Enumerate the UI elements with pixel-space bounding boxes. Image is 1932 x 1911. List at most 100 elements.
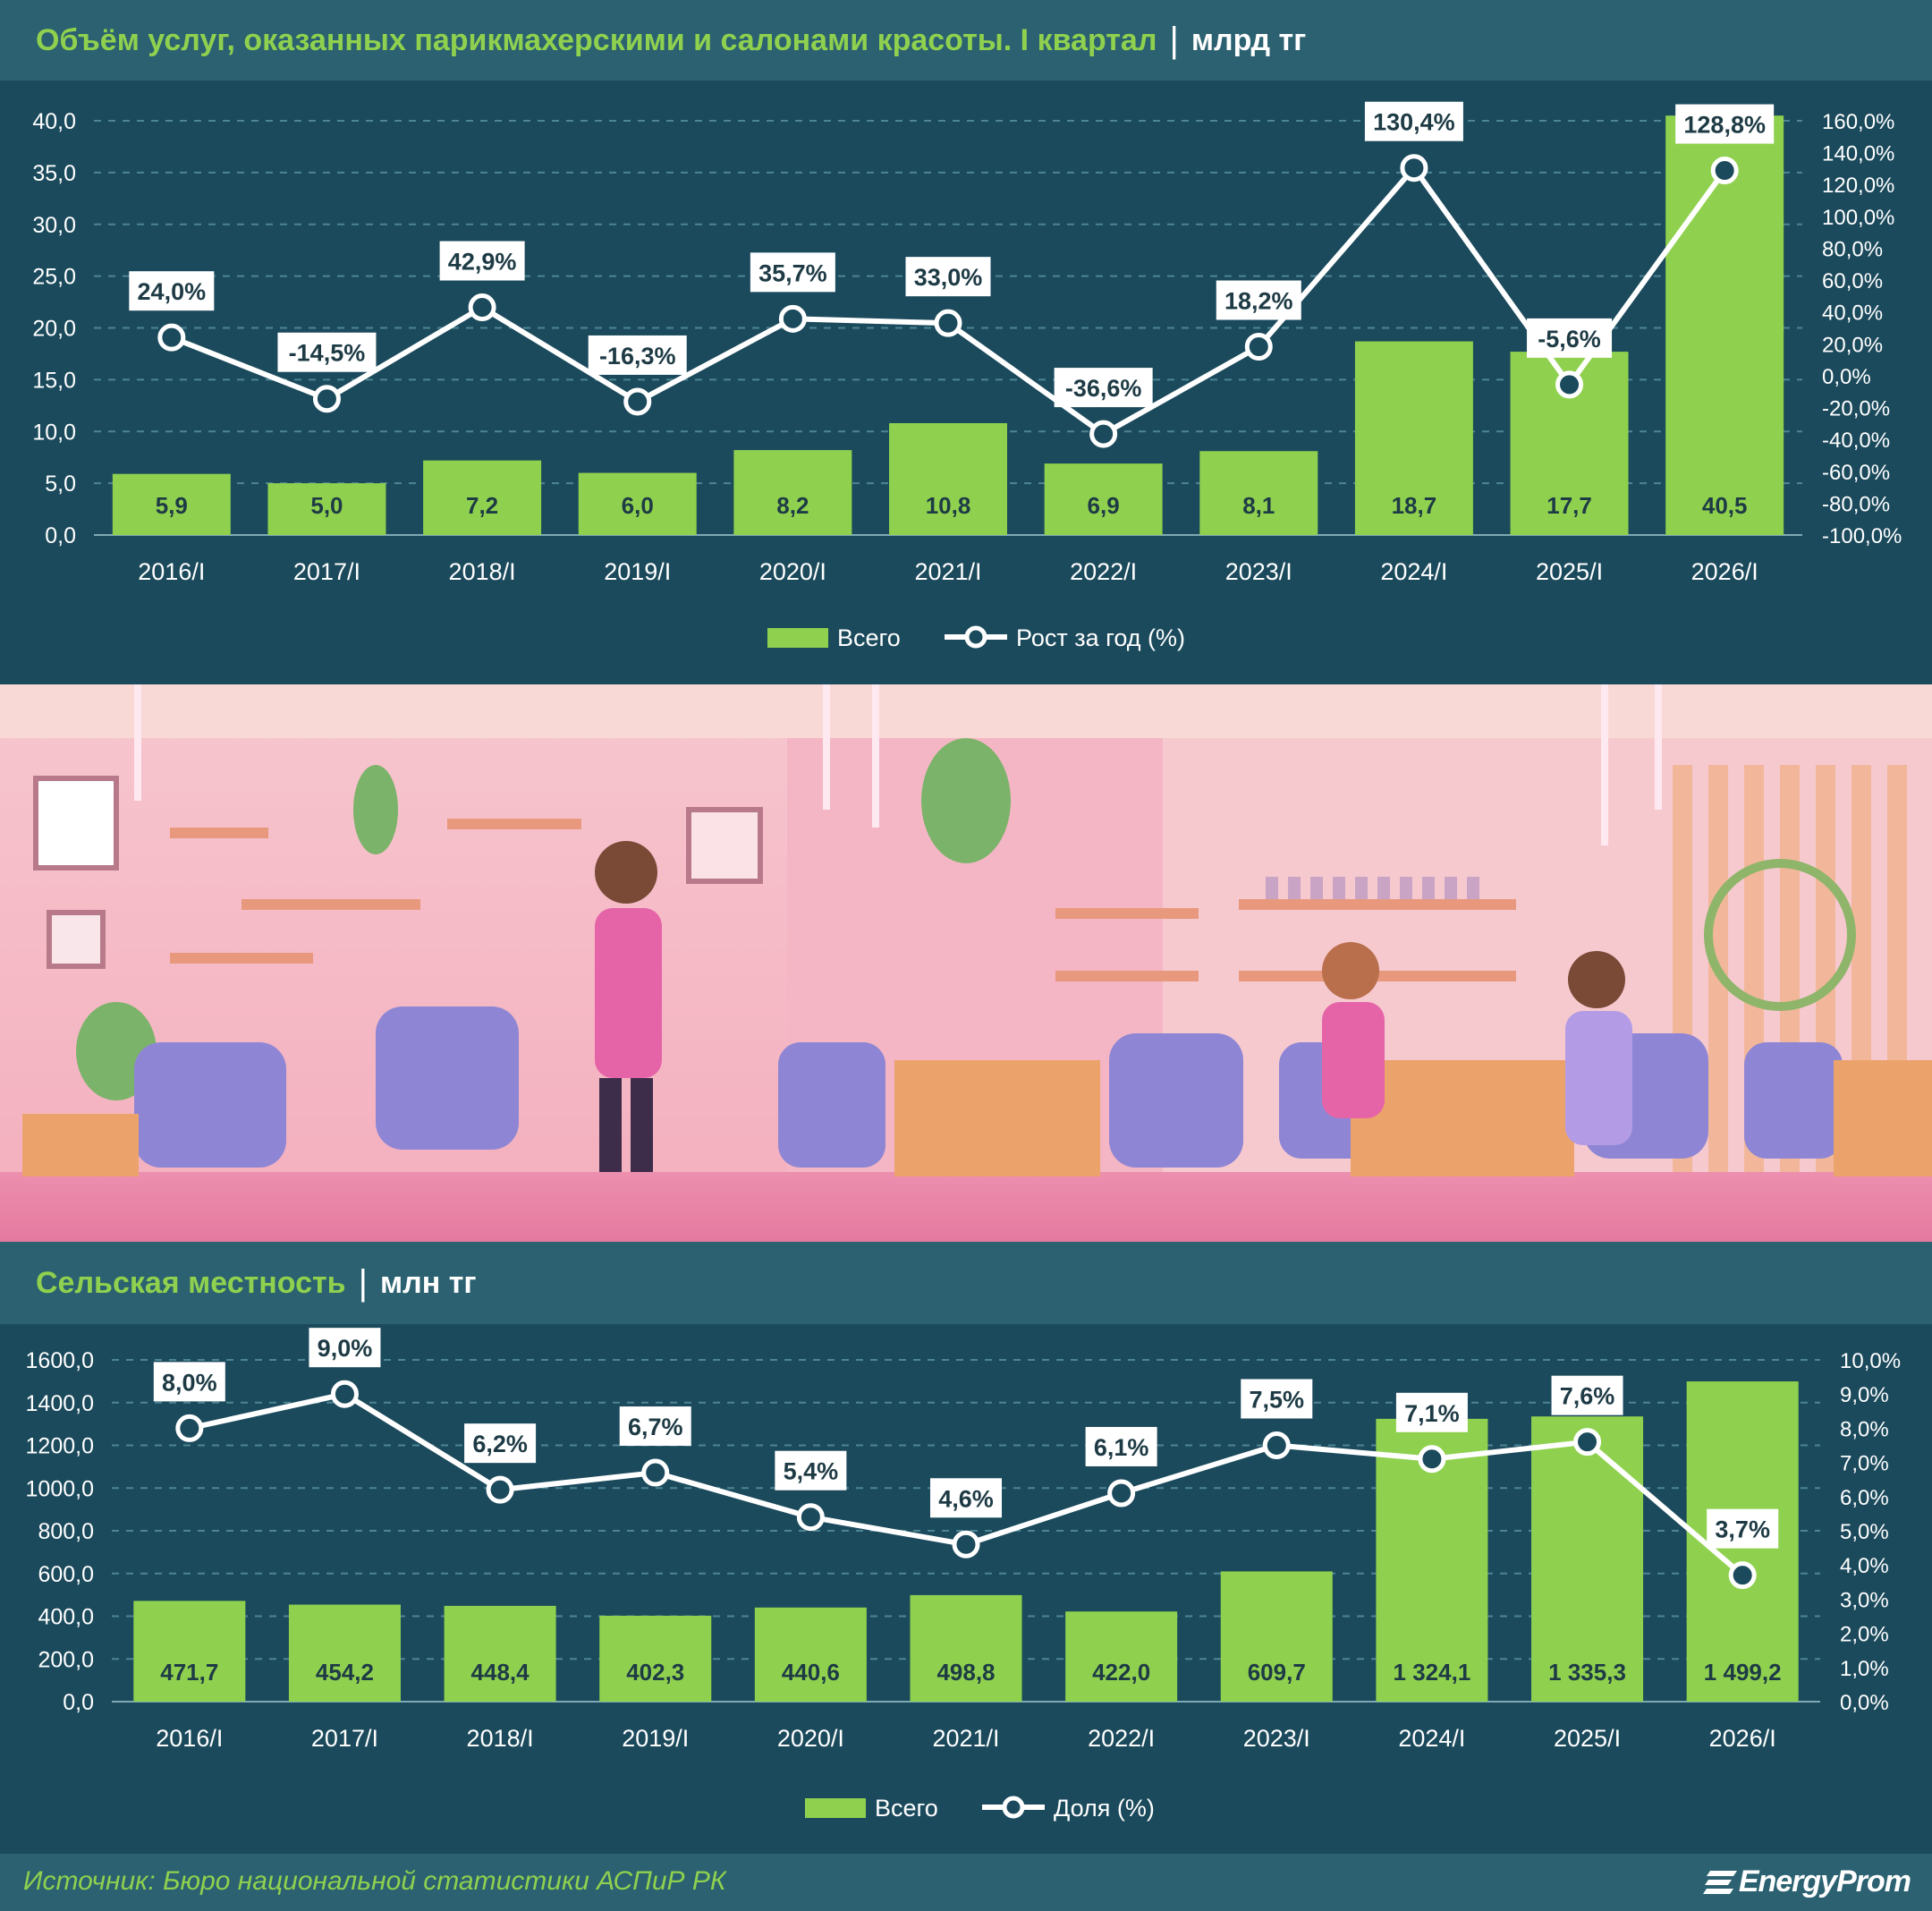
line-value-label: 33,0% [914,264,983,291]
energyprom-logo-icon [1702,1870,1737,1894]
legend-bar-label: Всего [875,1795,938,1822]
bar-value-label: 6,0 [622,492,654,519]
bar-value-label: 1 324,1 [1394,1659,1471,1686]
x-tick-label: 2017/I [311,1725,378,1752]
title-separator: | [358,1262,368,1303]
line-label-box [588,335,687,375]
x-tick-label: 2018/I [467,1725,534,1752]
x-tick-label: 2016/I [138,558,205,585]
line-value-label: 6,1% [1094,1434,1149,1461]
y-tick-left: 1600,0 [26,1348,94,1373]
x-tick-label: 2021/I [914,558,981,585]
x-tick-label: 2024/I [1380,558,1447,585]
y-tick-right: 60,0% [1822,269,1883,293]
legend-line-marker [964,625,987,649]
line-label-box [1085,1426,1157,1466]
bar [1665,115,1784,535]
line-value-label: 42,9% [448,249,517,276]
y-tick-left: 1200,0 [26,1434,94,1459]
y-tick-left: 600,0 [38,1562,94,1587]
wall-frames [33,776,763,969]
line-point [1262,1431,1291,1459]
y-tick-right: 7,0% [1840,1452,1889,1476]
y-tick-right: -60,0% [1822,461,1890,485]
line-label-box [1054,368,1153,408]
y-tick-left: 0,0 [45,523,76,548]
line-value-label: 4,6% [938,1485,994,1512]
bar [1531,1416,1644,1702]
chart1-header: Объём услуг, оказанных парикмахерскими и… [0,0,1932,81]
line-point [468,293,496,322]
line-point [623,387,652,416]
y-tick-left: 1000,0 [26,1476,94,1501]
chart2-title: Сельская местность [36,1265,346,1300]
line-label-box [129,271,215,311]
y-tick-right: 140,0% [1822,142,1894,166]
chart1-unit: млрд тг [1191,22,1307,57]
line-point [1710,157,1739,185]
line-label-box [1241,1379,1313,1419]
y-tick-left: 800,0 [38,1519,94,1544]
bar [889,422,1007,535]
line-label-box [750,252,835,293]
bar-value-label: 498,8 [936,1659,995,1686]
y-tick-right: 0,0% [1840,1691,1889,1715]
bar [423,460,542,535]
shelves [170,819,1516,981]
x-tick-label: 2023/I [1243,1725,1310,1752]
line-series [170,165,1727,437]
bar-value-label: 18,7 [1392,492,1437,519]
line-label-box [1216,280,1301,320]
line-value-label: -16,3% [599,343,676,369]
bar-value-label: 454,2 [316,1659,374,1686]
y-tick-right: 9,0% [1840,1383,1889,1407]
chart2-unit: млн тг [379,1265,477,1300]
bar [112,473,231,535]
chart1-panel: 0,0 5,0 10,0 15,0 20,0 25,0 30,0 35,0 40,0 -100,0… [0,81,1932,684]
bar [1044,463,1163,535]
bar [133,1601,246,1702]
line-label-box [464,1423,537,1464]
y-tick-right: 80,0% [1822,237,1883,261]
line-point [1555,370,1584,399]
y-tick-right: 5,0% [1840,1520,1889,1544]
bar-value-label: 1 335,3 [1548,1659,1626,1686]
bar-value-label: 40,5 [1702,492,1748,519]
line-point [1089,420,1118,448]
line-value-label: 7,6% [1560,1383,1615,1410]
bar [288,1604,401,1702]
floor [0,1172,1932,1242]
ceiling [0,684,1932,738]
y-tick-right: 120,0% [1822,174,1894,198]
line-label-box [930,1478,1002,1518]
x-tick-label: 2021/I [932,1725,999,1752]
chart1-title: Объём услуг, оказанных парикмахерскими и… [36,22,1157,57]
y-tick-right: -100,0% [1822,524,1902,548]
y-tick-left: 20,0 [32,317,76,342]
line-point [778,304,807,333]
line-label-box [439,241,525,281]
bar [910,1594,1022,1702]
line-label-box [1364,101,1463,141]
chart1-svg: 0,0 5,0 10,0 15,0 20,0 25,0 30,0 35,0 40,0 -100,0… [32,101,1902,651]
line-point [952,1530,980,1559]
line-value-label: 130,4% [1373,109,1455,136]
chart2-header: Сельская местность | млн тг [0,1242,1932,1324]
line-value-label: 7,1% [1404,1400,1460,1427]
bar [578,472,697,535]
bar-value-label: 7,2 [466,492,498,519]
line-point [934,309,962,337]
y-tick-left: 15,0 [32,368,76,393]
bar-value-label: 402,3 [626,1659,684,1686]
y-tick-right: -80,0% [1822,492,1890,516]
line-label-box [277,332,377,372]
y-tick-left: 200,0 [38,1647,94,1672]
y-tick-right: 0,0% [1822,365,1871,389]
source-note: Источник: Бюро национальной статистики А… [23,1866,726,1896]
x-tick-label: 2018/I [449,558,516,585]
desks [22,1060,1932,1176]
salon-chairs [134,1006,1843,1168]
legend-bar-label: Всего [837,624,901,651]
x-tick-label: 2022/I [1070,558,1137,585]
bar [1065,1611,1178,1702]
